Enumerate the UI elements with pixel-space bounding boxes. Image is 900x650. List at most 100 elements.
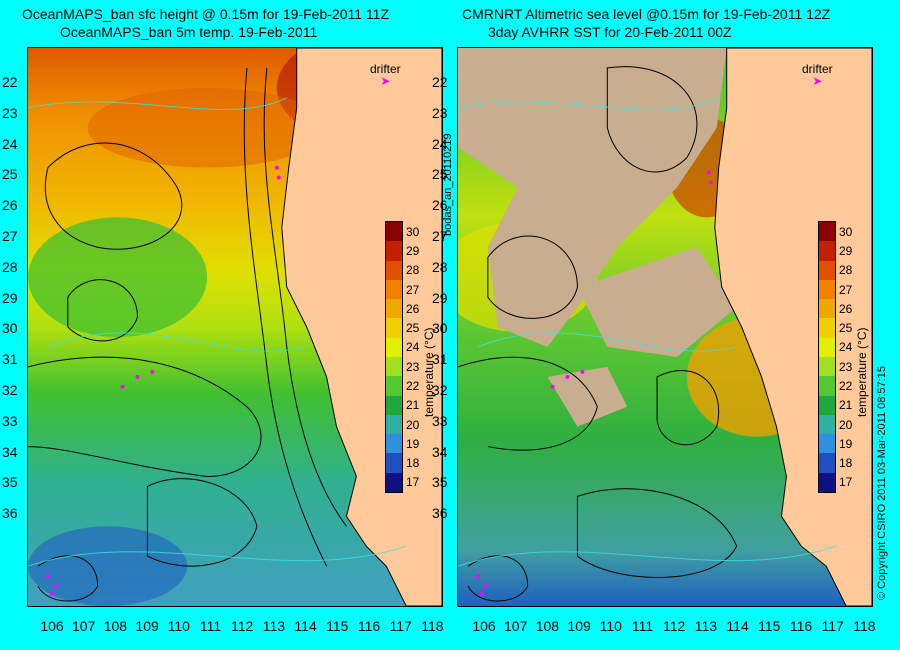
colorbar-swatch <box>819 357 835 377</box>
latitude-tick-label: 31 <box>2 351 18 368</box>
left-drifter-tracks <box>45 165 281 597</box>
colorbar-tick-label: 17 <box>839 475 853 490</box>
longitude-tick-label: 114 <box>726 618 749 634</box>
latitude-tick-label: 28 <box>2 258 18 275</box>
longitude-tick-label: 109 <box>567 618 591 634</box>
colorbar-swatch <box>819 318 835 338</box>
longitude-tick-label: 115 <box>326 618 349 634</box>
latitude-tick-label: 34 <box>2 443 18 460</box>
colorbar-swatch <box>386 453 402 473</box>
longitude-tick-label: 109 <box>135 618 159 634</box>
colorbar-tick-label: 24 <box>839 340 853 355</box>
drifter-arrow-icon: ➤ <box>812 74 823 88</box>
colorbar-swatch <box>819 337 835 357</box>
colorbar-swatch <box>386 472 402 492</box>
longitude-tick-label: 108 <box>103 618 128 634</box>
copyright-label: © Copyright CSIRO 2011 03-Mar-2011 08:57… <box>876 366 888 600</box>
colorbar-title: temperature (°C) <box>855 327 869 418</box>
left-map <box>28 48 442 606</box>
colorbar-swatch <box>386 222 402 242</box>
latitude-tick-label: 30 <box>2 320 18 337</box>
colorbar-tick-label: 26 <box>406 301 420 316</box>
colorbar-swatch <box>386 376 402 396</box>
colorbar-swatch <box>386 434 402 454</box>
longitude-tick-label: 107 <box>72 618 96 634</box>
colorbar-tick-label: 27 <box>839 282 853 297</box>
colorbar-tick-label: 29 <box>839 243 853 258</box>
latitude-tick-label: 24 <box>432 135 448 152</box>
colorbar-tick-label: 21 <box>839 398 853 413</box>
drifter-label: drifter <box>802 62 833 76</box>
colorbar-swatch <box>386 279 402 300</box>
run-id-label: bodas_an_20110219 <box>442 133 454 236</box>
left-map-panel: drifter ➤ 30 29 28 27 26 25 24 23 22 21 20 19 18 17 te… <box>27 47 443 607</box>
longitude-tick-label: 111 <box>199 618 222 634</box>
longitude-tick-label: 108 <box>535 618 560 634</box>
colorbar-swatch <box>819 241 835 261</box>
colorbar-swatch <box>386 260 402 280</box>
left-title-line1: OceanMAPS_ban sfc height @ 0.15m for 19-… <box>22 6 390 22</box>
longitude-tick-label: 113 <box>694 618 718 634</box>
latitude-tick-label: 27 <box>2 228 18 244</box>
right-colorbar: 30 29 28 27 26 25 24 23 22 21 20 19 18 17 temperature … <box>818 221 869 493</box>
latitude-tick-label: 23 <box>2 104 18 121</box>
longitude-tick-label: 116 <box>357 618 381 634</box>
latitude-tick-label: 33 <box>2 412 18 429</box>
right-map-panel: drifter ➤ 30 29 28 27 26 25 24 23 22 21 20 19 18 17 te… <box>457 47 873 607</box>
colorbar-tick-label: 23 <box>406 359 420 374</box>
colorbar-tick-label: 22 <box>839 378 853 393</box>
longitude-tick-label: 118 <box>421 618 444 634</box>
colorbar-swatch <box>819 222 835 242</box>
colorbar-tick-label: 30 <box>406 224 420 239</box>
colorbar-swatch <box>819 279 835 300</box>
longitude-tick-label: 107 <box>504 618 528 634</box>
latitude-tick-label: 34 <box>432 443 448 460</box>
latitude-tick-label: 33 <box>432 412 448 429</box>
longitude-tick-label: 116 <box>789 618 813 634</box>
latitude-tick-label: 35 <box>2 474 18 491</box>
longitude-tick-label: 106 <box>40 618 64 634</box>
longitude-tick-label: 106 <box>472 618 496 634</box>
colorbar-tick-label: 25 <box>406 321 420 336</box>
right-title-line2: 3day AVHRR SST for 20-Feb-2011 00Z <box>488 24 732 40</box>
colorbar-tick-label: 27 <box>406 282 420 297</box>
colorbar-tick-label: 17 <box>406 475 420 490</box>
longitude-tick-label: 111 <box>631 618 654 634</box>
longitude-tick-label: 112 <box>663 618 686 634</box>
colorbar-tick-label: 28 <box>406 263 420 278</box>
right-title-line1: CMRNRT Altimetric sea level @0.15m for 1… <box>462 6 831 22</box>
colorbar-swatch <box>386 318 402 338</box>
colorbar-swatch <box>819 414 835 435</box>
colorbar-tick-label: 22 <box>406 378 420 393</box>
colorbar-swatch <box>819 453 835 473</box>
latitude-tick-label: 23 <box>432 104 448 121</box>
latitude-tick-label: 26 <box>2 197 18 214</box>
longitude-tick-label: 118 <box>853 618 876 634</box>
longitude-tick-label: 110 <box>599 618 622 634</box>
latitude-tick-label: 26 <box>432 197 448 214</box>
right-currents <box>458 97 837 567</box>
latitude-tick-label: 22 <box>2 74 18 90</box>
left-contours <box>28 67 347 602</box>
colorbar-swatch <box>386 241 402 261</box>
drifter-label: drifter <box>370 62 401 76</box>
latitude-tick-label: 29 <box>432 289 448 306</box>
latitude-tick-label: 29 <box>2 289 18 306</box>
latitude-tick-label: 30 <box>432 320 448 337</box>
right-drifter-tracks <box>475 170 713 597</box>
latitude-tick-label: 32 <box>432 382 448 398</box>
latitude-tick-label: 24 <box>2 135 18 152</box>
right-map <box>458 48 872 606</box>
latitude-tick-label: 25 <box>432 166 448 183</box>
colorbar-swatch <box>819 472 835 492</box>
latitude-tick-label: 36 <box>432 505 448 522</box>
colorbar-tick-label: 20 <box>406 417 420 432</box>
left-title-line2: OceanMAPS_ban 5m temp. 19-Feb-2011 <box>60 24 318 40</box>
colorbar-tick-label: 29 <box>406 243 420 258</box>
right-drifter-legend: drifter ➤ <box>802 62 833 88</box>
colorbar-tick-label: 24 <box>406 340 420 355</box>
longitude-tick-label: 114 <box>294 618 317 634</box>
colorbar-tick-label: 19 <box>839 436 853 451</box>
colorbar-swatch <box>386 299 402 319</box>
colorbar-tick-label: 25 <box>839 321 853 336</box>
